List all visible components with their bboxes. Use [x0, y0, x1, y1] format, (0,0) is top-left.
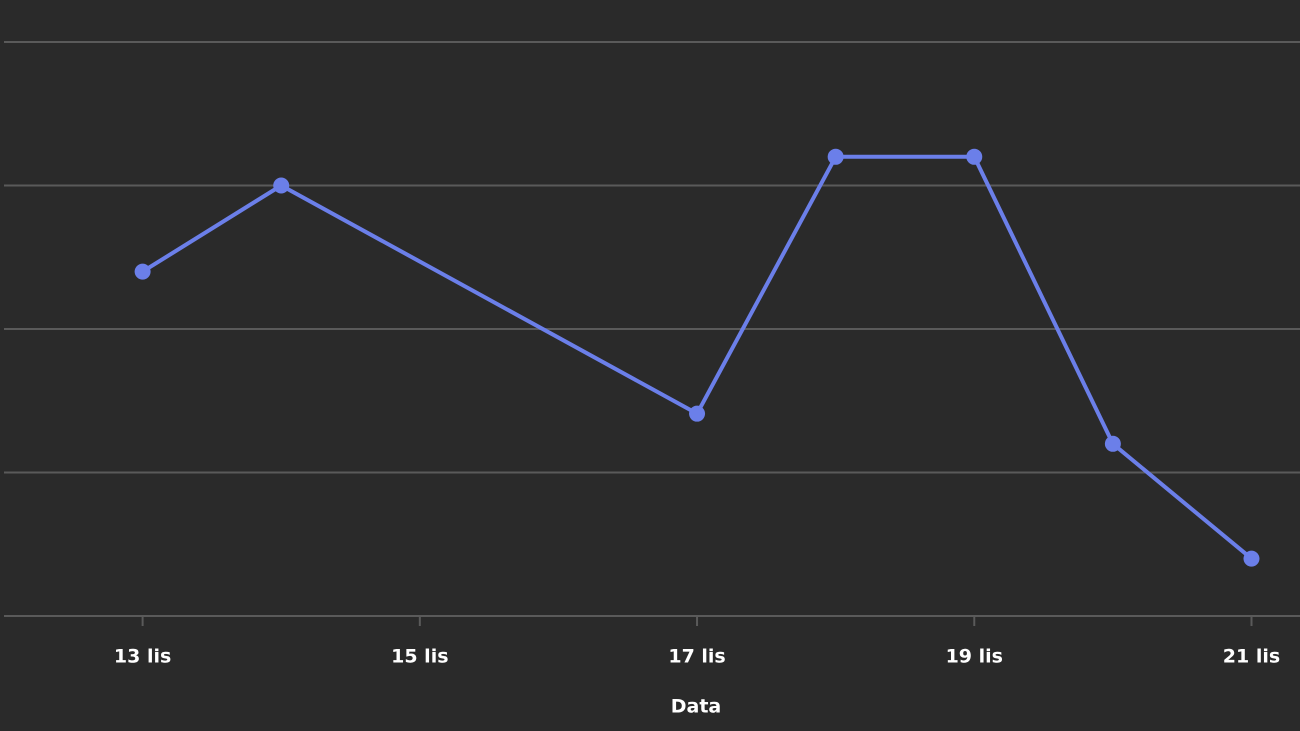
x-tick-label: 21 lis — [1223, 646, 1280, 668]
data-point — [273, 177, 290, 194]
x-tick-label: 19 lis — [946, 646, 1003, 668]
data-point — [689, 405, 706, 422]
x-tick-label: 15 lis — [391, 646, 448, 668]
data-point — [966, 148, 983, 165]
data-point — [827, 148, 844, 165]
data-point — [134, 263, 151, 280]
x-tick-label: 17 lis — [668, 646, 725, 668]
data-point — [1104, 435, 1121, 452]
x-axis-label: Data — [671, 696, 722, 718]
x-tick-label: 13 lis — [114, 646, 171, 668]
data-point — [1243, 550, 1260, 567]
